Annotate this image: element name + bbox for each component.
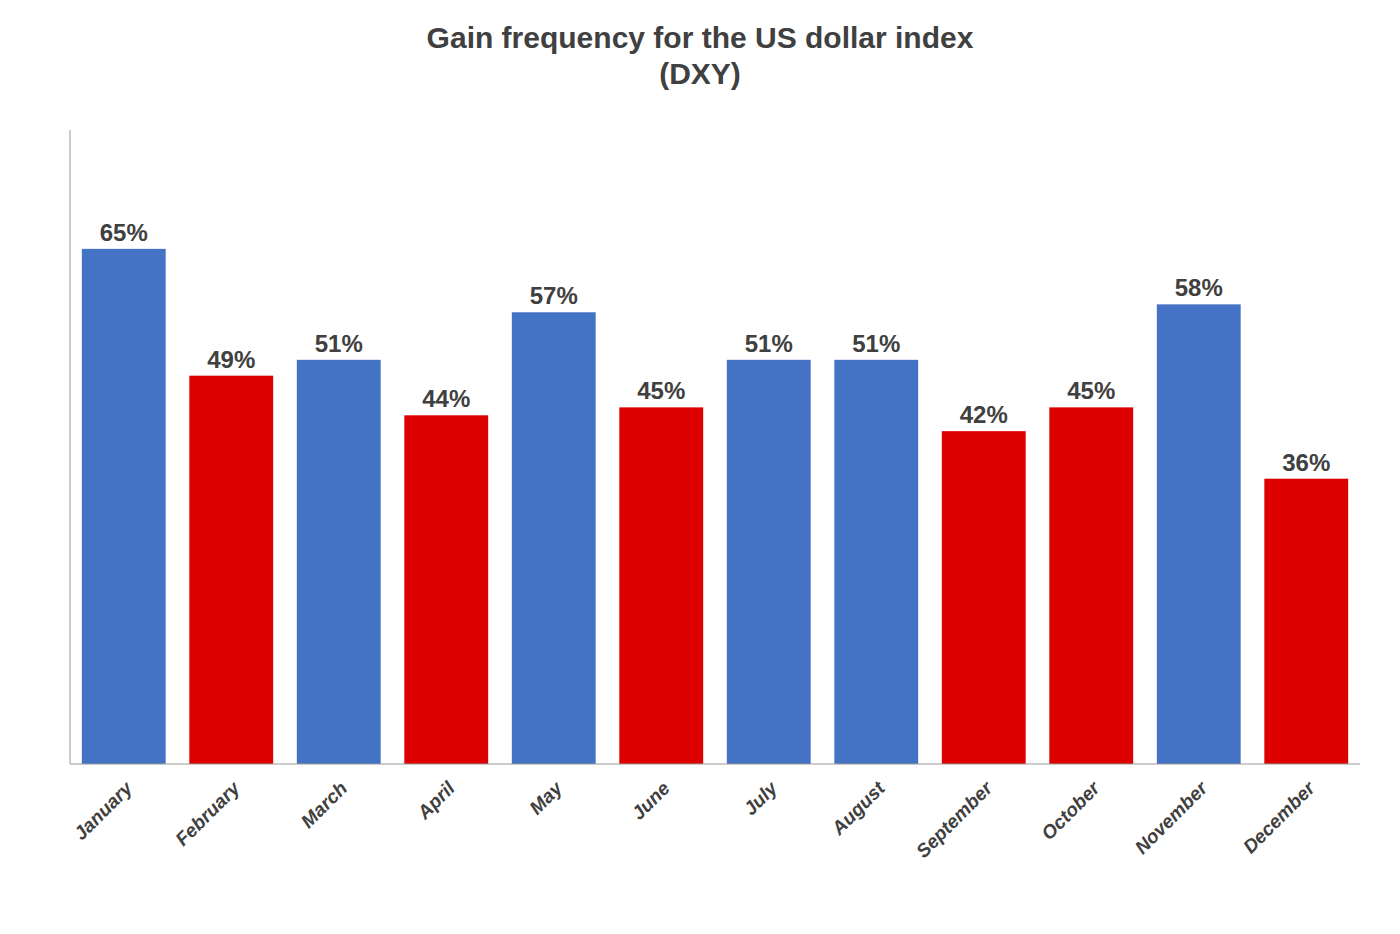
bar [297, 360, 381, 764]
data-label: 51% [745, 330, 793, 357]
data-label: 51% [852, 330, 900, 357]
bar [1264, 479, 1348, 764]
x-tick-label: July [739, 777, 782, 820]
bars [82, 249, 1348, 764]
data-label: 45% [637, 377, 685, 404]
data-label: 58% [1175, 274, 1223, 301]
data-label: 44% [422, 385, 470, 412]
data-label: 57% [530, 282, 578, 309]
bar [404, 415, 488, 764]
data-label: 51% [315, 330, 363, 357]
x-tick-label: January [70, 777, 137, 844]
y-axis-line [70, 130, 71, 764]
x-tick-label: October [1037, 776, 1104, 843]
bar [942, 431, 1026, 764]
data-label: 36% [1282, 449, 1330, 476]
bar [512, 312, 596, 764]
chart-title: Gain frequency for the US dollar index(D… [427, 21, 974, 90]
x-tick-label: February [171, 777, 244, 850]
x-tick-label: November [1131, 776, 1213, 858]
chart-container: Gain frequency for the US dollar index(D… [0, 0, 1400, 934]
x-axis-line [70, 764, 1360, 765]
bar [727, 360, 811, 764]
x-tick-label: June [627, 777, 674, 824]
chart-title-line: Gain frequency for the US dollar index [427, 21, 974, 54]
data-label: 45% [1067, 377, 1115, 404]
data-label: 65% [100, 219, 148, 246]
x-tick-label: December [1239, 776, 1320, 857]
bar [1157, 304, 1241, 764]
chart-svg: Gain frequency for the US dollar index(D… [0, 0, 1400, 934]
x-tick-label: August [827, 777, 889, 839]
bar [619, 407, 703, 764]
x-tick-label: April [413, 777, 460, 824]
bar [82, 249, 166, 764]
x-tick-label: September [912, 776, 997, 861]
bar [189, 376, 273, 764]
data-label: 42% [960, 401, 1008, 428]
chart-title-line: (DXY) [659, 57, 741, 90]
x-tick-label: May [525, 777, 567, 819]
bar [1049, 407, 1133, 764]
bar [834, 360, 918, 764]
data-label: 49% [207, 346, 255, 373]
x-tick-label: March [297, 778, 351, 832]
